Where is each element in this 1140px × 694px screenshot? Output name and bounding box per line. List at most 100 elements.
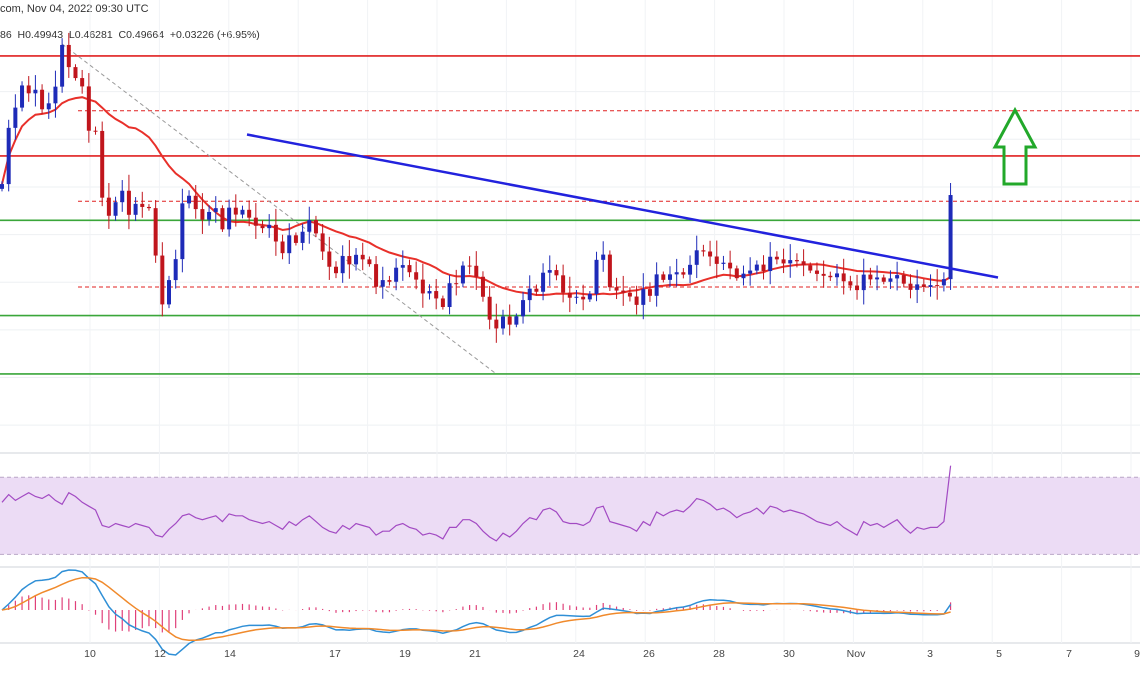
candle-body [501,316,505,329]
candle-body [861,274,866,291]
candle-body [741,273,746,279]
candle-body [688,264,693,275]
candle-body [634,296,639,305]
candle-body [280,241,285,254]
candle-body [915,284,920,290]
candle-body [340,256,345,274]
candle-body [674,272,679,275]
candle-body [113,202,118,216]
candle-body [881,277,886,282]
horizontal-levels [0,55,1140,375]
candle-body [728,262,733,269]
candle-body [334,266,338,274]
candle-body [621,290,626,293]
candle-body [734,268,739,279]
candle-body [661,274,666,280]
candle-body [547,270,552,273]
candle-body [574,296,579,298]
candle-body [941,279,946,286]
candle-body [474,265,479,277]
candle-body [387,280,392,282]
time-axis-label: 9 [1134,648,1140,660]
candle-body [213,208,218,212]
candle-body [46,103,51,110]
candle-body [420,279,425,294]
candle-body [40,89,45,110]
candle-body [146,206,151,209]
candle-body [133,203,138,215]
candle-body [647,289,652,296]
candle-body [300,231,305,243]
candle-body [93,130,98,132]
candle-body [200,209,205,220]
candle-body [347,256,352,265]
candle-body [480,276,485,297]
candle-body [601,254,606,260]
candle-body [160,255,165,305]
candle-body [668,274,672,280]
candle-body [534,288,539,292]
candle-body [273,224,278,242]
candle-body [287,235,292,254]
candle-body [434,291,439,299]
candle-body [868,274,873,280]
candle-body [828,275,833,278]
candle-body [327,251,332,267]
chart-source-header: com, Nov 04, 2022 09:30 UTC [0,3,149,15]
candle-body [374,264,379,287]
candle-body [260,225,265,229]
candle-body [908,283,913,290]
candle-body [454,283,459,285]
candle-body [53,86,58,104]
candle-body [561,275,566,293]
time-axis-label: 24 [573,648,585,660]
candle-body [100,130,105,198]
candle-body [821,273,826,276]
candle-body [193,195,198,210]
candle-body [895,275,900,279]
candle-body [367,259,372,265]
candle-body [26,85,31,94]
candle-body [554,270,559,276]
signal-line [1,576,951,641]
macd-histogram [8,595,952,633]
time-axis-label: 26 [643,648,655,660]
rsi-band [0,477,1140,555]
up-arrow-icon [992,106,1038,186]
candle-body [86,86,91,131]
candle-body [6,127,11,185]
candle-body [761,264,766,272]
candle-body [848,281,853,286]
candle-body [440,298,445,308]
time-axis-label: 14 [224,648,236,660]
candle-body [788,260,793,264]
time-axis-label: 21 [469,648,481,660]
time-axis-label: 17 [329,648,341,660]
candle-body [247,209,252,218]
candle-body [140,203,145,207]
time-axis-label: 10 [84,648,96,660]
candle-body [641,289,646,305]
time-axis-label: 28 [713,648,725,660]
candle-body [801,261,806,266]
candle-body [320,233,325,252]
candle-body [754,264,759,271]
candle-body [768,256,773,272]
candle-body [527,288,532,301]
candle-body [694,250,699,265]
candlesticks [0,32,953,343]
candle-body [240,209,245,215]
candle-body [928,285,933,287]
time-axis-label: 5 [996,648,1002,660]
candle-body [587,293,592,300]
candle-body [855,285,860,291]
time-axis-label: 7 [1066,648,1072,660]
candle-body [935,285,940,287]
candle-body [721,262,726,264]
candle-body [748,270,753,274]
candle-body [120,190,125,203]
candle-body [313,220,318,234]
candle-body [354,254,359,265]
macd-line [1,569,952,656]
